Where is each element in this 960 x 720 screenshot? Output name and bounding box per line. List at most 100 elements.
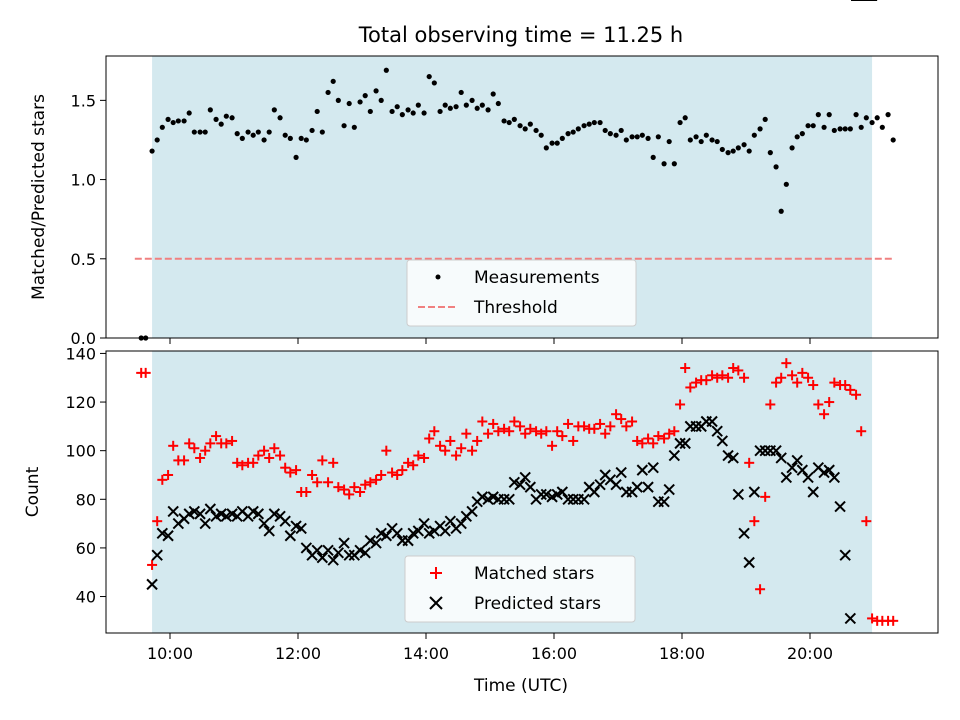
y-tick-label: 80 — [76, 490, 96, 509]
measurement-point — [181, 118, 187, 124]
measurement-point — [821, 124, 827, 130]
measurement-point — [613, 132, 619, 138]
bottom-x-axis: 10:00 12:00 14:00 16:00 18:00 20:00 — [147, 633, 833, 663]
predicted-star-point — [711, 425, 723, 437]
matched-star-point — [760, 491, 771, 502]
predicted-star-point — [610, 478, 622, 491]
measurement-point — [522, 126, 528, 132]
measurement-point — [410, 110, 416, 116]
predicted-star-point — [844, 612, 857, 625]
matched-star-point — [307, 469, 318, 480]
measurement-point — [879, 124, 885, 130]
matched-star-point — [733, 365, 744, 376]
matched-star-point — [600, 428, 611, 439]
matched-star-point — [637, 438, 648, 449]
predicted-star-point — [316, 551, 329, 564]
predicted-star-point — [679, 437, 691, 450]
y-tick-label: 100 — [65, 442, 96, 461]
measurement-point — [661, 161, 667, 167]
measurement-point — [415, 102, 421, 108]
matched-star-point — [632, 435, 643, 446]
matched-star-point — [552, 426, 563, 437]
measurement-point — [319, 129, 325, 135]
matched-star-point — [360, 479, 371, 490]
measurement-point — [767, 150, 773, 156]
predicted-star-point — [727, 452, 739, 464]
matched-star-point — [781, 358, 792, 369]
matched-star-point — [189, 443, 200, 454]
predicted-star-point — [615, 466, 627, 479]
matched-star-point — [403, 457, 414, 468]
matched-star-point — [659, 433, 670, 444]
predicted-star-point — [439, 525, 451, 537]
measurement-point — [165, 116, 171, 122]
measurement-point — [266, 129, 272, 135]
matched-star-point — [499, 423, 510, 434]
predicted-star-point — [167, 505, 179, 518]
measurement-point — [778, 208, 784, 214]
predicted-star-point — [327, 554, 339, 566]
measurement-point — [325, 89, 331, 96]
predicted-star-point — [146, 578, 158, 591]
matched-star-point — [451, 450, 462, 461]
bottom-y-axis-label: Count — [23, 466, 43, 517]
matched-star-point — [493, 426, 504, 437]
measurement-point — [362, 93, 368, 99]
measurement-point — [762, 116, 768, 122]
measurement-point — [639, 132, 645, 138]
measurement-point — [426, 73, 432, 80]
predicted-star-point — [476, 491, 489, 503]
predicted-star-point — [364, 534, 377, 547]
measurement-point — [282, 132, 288, 138]
measurement-point — [458, 89, 464, 96]
measurement-point — [703, 132, 709, 138]
measurement-point — [341, 123, 347, 129]
matched-star-point — [515, 421, 526, 432]
matched-star-point — [440, 445, 451, 456]
predicted-star-point — [332, 547, 345, 559]
y-tick-label: 0.5 — [71, 250, 96, 269]
matched-star-point — [536, 428, 547, 439]
predicted-star-point — [322, 544, 334, 557]
measurement-point — [810, 123, 816, 129]
measurement-point — [229, 115, 235, 121]
matched-star-point — [520, 428, 531, 439]
legend-matched-label: Matched stars — [474, 564, 594, 584]
measurement-point — [805, 123, 811, 129]
matched-star-point — [776, 372, 787, 383]
measurement-point — [618, 127, 624, 134]
predicted-star-point — [524, 481, 537, 493]
predicted-star-point — [759, 444, 771, 457]
predicted-star-point — [631, 481, 643, 493]
top-y-axis-label: Matched/Predicted stars — [29, 94, 49, 300]
measurement-point — [399, 112, 405, 118]
matched-star-point — [424, 433, 435, 444]
matched-star-point — [140, 367, 151, 378]
matched-star-point — [749, 516, 760, 527]
measurement-point — [234, 131, 240, 137]
measurement-point — [874, 115, 880, 121]
measurement-point — [255, 129, 261, 135]
measurement-point — [517, 123, 523, 129]
predicted-star-point — [391, 527, 403, 540]
measurement-point — [495, 100, 501, 107]
matched-star-point — [227, 435, 238, 446]
predicted-star-point — [252, 508, 265, 520]
bottom-legend: Matched stars Predicted stars — [404, 555, 636, 623]
measurement-point — [725, 150, 731, 156]
predicted-star-point — [770, 444, 782, 457]
measurement-point — [831, 127, 837, 134]
x-tick-label: 16:00 — [531, 644, 577, 663]
measurement-point — [373, 88, 379, 94]
measurement-point — [389, 108, 395, 115]
measurement-point — [858, 124, 864, 130]
measurement-point — [741, 142, 747, 148]
measurement-point — [581, 123, 587, 129]
matched-star-point — [195, 452, 206, 463]
matched-star-point — [589, 423, 600, 434]
x-tick-label: 10:00 — [147, 644, 193, 663]
measurement-point — [213, 116, 219, 122]
predicted-star-point — [514, 478, 526, 491]
measurement-point — [527, 121, 533, 127]
matched-star-point — [808, 380, 819, 391]
